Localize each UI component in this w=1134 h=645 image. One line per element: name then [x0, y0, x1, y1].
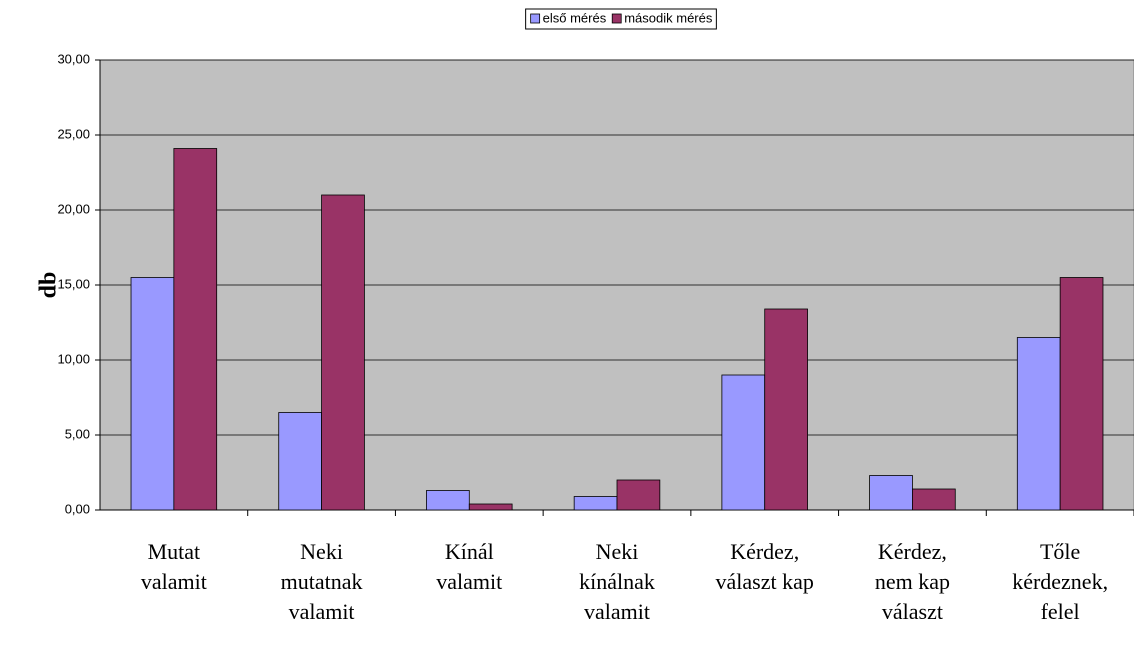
legend-swatch	[611, 13, 622, 24]
y-tick-label: 0,00	[65, 501, 90, 516]
x-tick-label: Neki kínálnak valamit	[579, 539, 655, 624]
bar	[764, 308, 808, 511]
bar	[912, 488, 956, 511]
bar	[721, 374, 766, 511]
bar	[278, 412, 322, 511]
bar	[1016, 337, 1061, 511]
x-tick-label: Tőle kérdeznek, felel	[1012, 539, 1109, 624]
bar	[173, 148, 218, 511]
legend-swatch	[530, 13, 541, 24]
bar	[468, 503, 513, 511]
x-tick-label: Kérdez, nem kap választ	[874, 539, 950, 624]
legend-label: első mérés	[543, 10, 607, 25]
x-tick-label: Kérdez, választ kap	[715, 539, 814, 594]
legend-label: második mérés	[624, 10, 713, 25]
y-axis-label: db	[36, 272, 62, 299]
bar	[1059, 277, 1104, 511]
x-tick-label: Kínál valamit	[436, 539, 503, 594]
x-tick-label: Neki mutatnak valamit	[280, 539, 363, 624]
y-tick-label: 30,00	[57, 51, 90, 66]
bar	[321, 194, 365, 511]
y-tick-label: 5,00	[65, 426, 90, 441]
bar	[130, 277, 175, 511]
bar	[426, 490, 470, 511]
y-tick-label: 25,00	[57, 126, 90, 141]
x-tick-label: Mutat valamit	[140, 539, 207, 594]
bar	[616, 479, 661, 511]
bar	[573, 496, 618, 511]
y-tick-label: 15,00	[57, 276, 90, 291]
y-tick-label: 20,00	[57, 201, 90, 216]
y-tick-label: 10,00	[57, 351, 90, 366]
bar	[869, 475, 913, 511]
